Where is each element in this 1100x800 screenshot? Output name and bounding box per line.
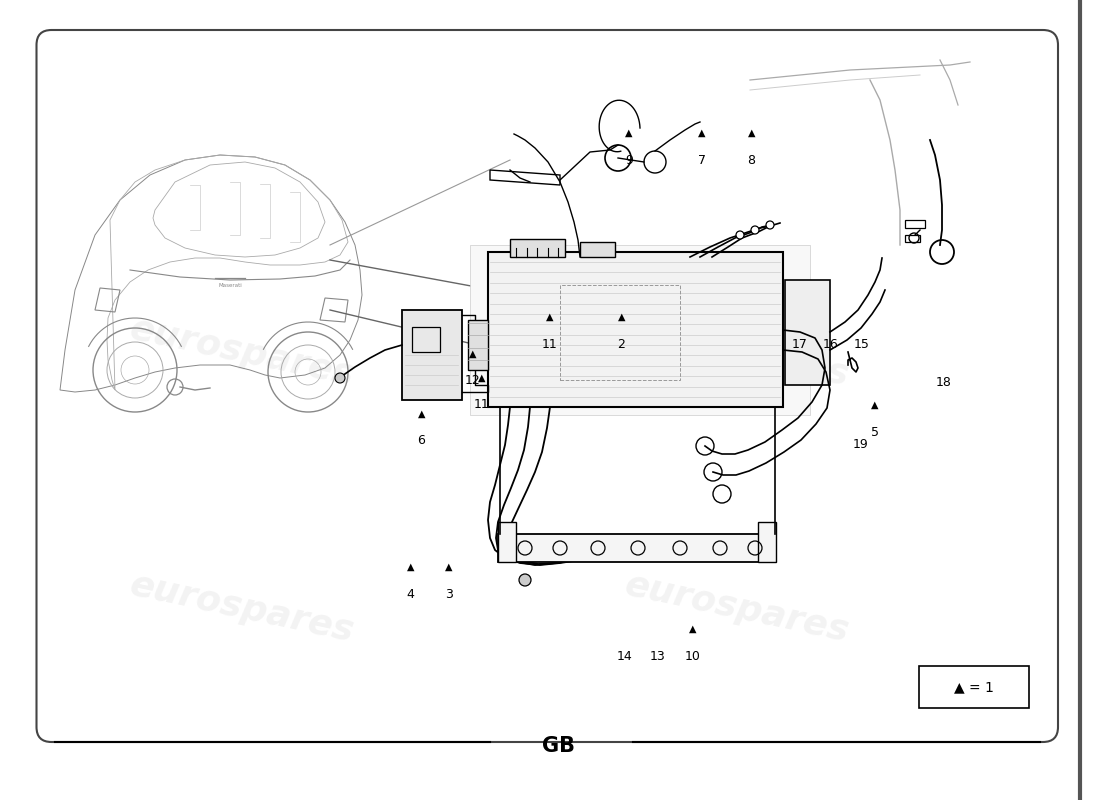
Text: 18: 18 <box>936 376 952 389</box>
Text: ▲ = 1: ▲ = 1 <box>954 680 993 694</box>
Text: Maserati: Maserati <box>218 283 242 288</box>
Text: 15: 15 <box>854 338 869 350</box>
FancyBboxPatch shape <box>36 30 1058 742</box>
Text: 16: 16 <box>823 338 838 350</box>
Text: 6: 6 <box>417 434 426 447</box>
Text: 3: 3 <box>444 588 453 601</box>
Text: 5: 5 <box>870 426 879 438</box>
Text: ▲: ▲ <box>626 127 632 138</box>
Bar <box>402 310 462 400</box>
Text: ▲: ▲ <box>748 127 755 138</box>
Circle shape <box>336 373 345 383</box>
Text: 11: 11 <box>542 338 558 350</box>
Text: 2: 2 <box>617 338 626 350</box>
Text: 13: 13 <box>650 650 666 662</box>
Text: eurospares: eurospares <box>126 568 358 648</box>
Bar <box>758 522 776 562</box>
Bar <box>468 320 488 370</box>
Text: ▲: ▲ <box>698 127 705 138</box>
Bar <box>488 252 783 407</box>
Bar <box>470 245 810 415</box>
Text: ▲: ▲ <box>418 408 425 418</box>
Bar <box>785 280 830 385</box>
Text: ▲: ▲ <box>871 399 878 410</box>
Text: eurospares: eurospares <box>126 312 358 392</box>
Circle shape <box>766 221 774 229</box>
Text: 17: 17 <box>792 338 807 350</box>
Bar <box>580 242 615 257</box>
Text: ▲: ▲ <box>470 349 476 358</box>
Bar <box>918 666 1028 708</box>
Text: 12: 12 <box>465 374 481 387</box>
Circle shape <box>751 226 759 234</box>
Text: ▲: ▲ <box>690 624 696 634</box>
Text: ▲: ▲ <box>478 372 485 382</box>
Bar <box>560 285 680 380</box>
Bar <box>498 534 776 562</box>
Circle shape <box>519 574 531 586</box>
Text: 14: 14 <box>617 650 632 662</box>
Text: ▲: ▲ <box>618 312 625 322</box>
Text: eurospares: eurospares <box>621 568 852 648</box>
Circle shape <box>736 231 744 239</box>
Text: ▲: ▲ <box>446 562 452 572</box>
Text: ▲: ▲ <box>547 312 553 322</box>
Text: eurospares: eurospares <box>621 312 852 392</box>
Text: 4: 4 <box>406 588 415 601</box>
Bar <box>498 522 516 562</box>
Text: 9: 9 <box>625 154 634 166</box>
Text: ▲: ▲ <box>407 562 414 572</box>
Bar <box>510 239 565 257</box>
Bar <box>412 327 440 352</box>
Text: 8: 8 <box>747 154 756 166</box>
Text: 10: 10 <box>685 650 701 662</box>
Text: GB: GB <box>542 736 575 757</box>
Text: 19: 19 <box>852 438 868 451</box>
Text: 11: 11 <box>474 398 490 411</box>
Text: 7: 7 <box>697 154 706 166</box>
